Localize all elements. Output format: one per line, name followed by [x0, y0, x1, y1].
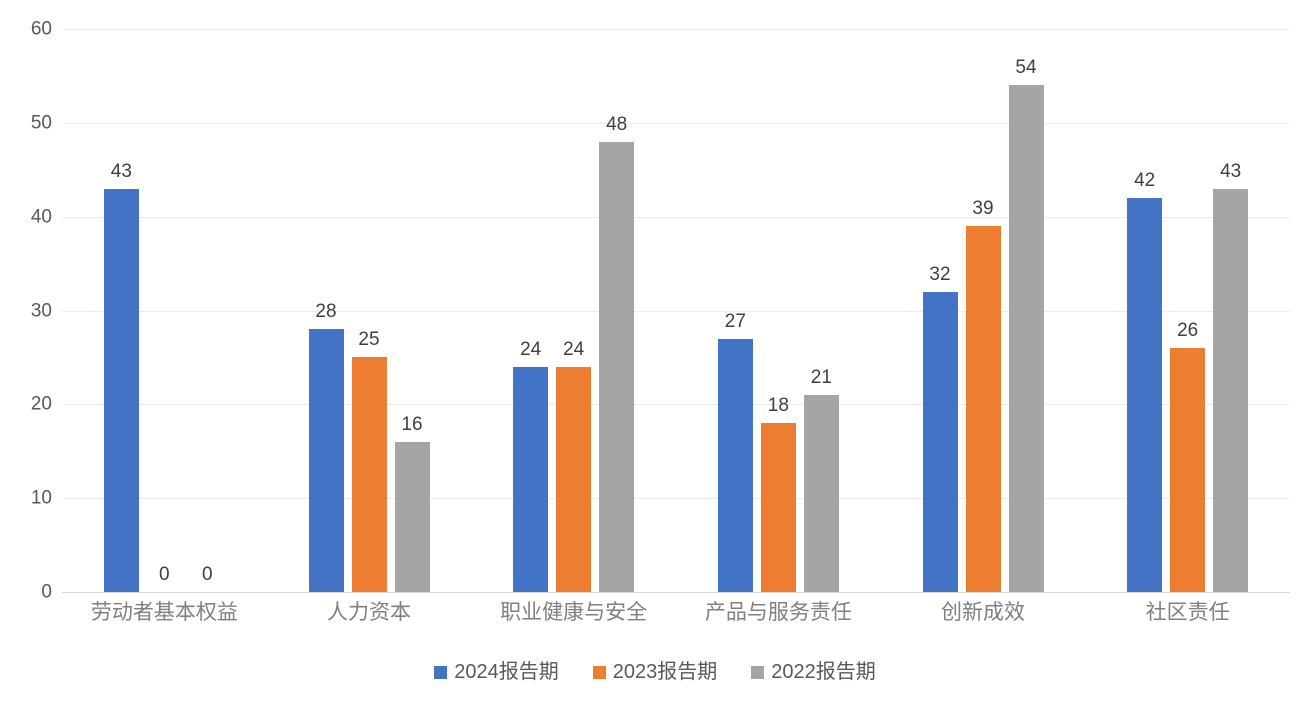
bar-slot[interactable]: 32: [922, 29, 958, 592]
y-axis-tick-60: 60: [30, 18, 52, 40]
gridline-0: [62, 592, 1290, 593]
bar-slot[interactable]: 24: [513, 29, 549, 592]
bar[interactable]: [717, 338, 753, 592]
bar-value-label: 43: [110, 160, 132, 182]
bar-slot[interactable]: 54: [1008, 29, 1044, 592]
bar-group: 24 24 48: [513, 29, 635, 592]
bar[interactable]: [394, 441, 430, 592]
bar-value-label: 24: [520, 338, 542, 360]
gridline-30: [62, 310, 1290, 312]
bar-value-label: 21: [810, 366, 832, 388]
legend-item[interactable]: 2024报告期: [434, 662, 559, 682]
bar-value-label: 42: [1134, 169, 1156, 191]
bar-value-label: 32: [929, 263, 951, 285]
x-axis-label: 人力资本: [326, 601, 411, 624]
legend-swatch-icon: [592, 665, 606, 679]
bar-value-label: 0: [159, 564, 170, 585]
bar-slot[interactable]: 28: [308, 29, 344, 592]
bar-value-label: 16: [401, 413, 423, 435]
bar[interactable]: [599, 141, 635, 592]
bar-value-label: 28: [315, 301, 337, 323]
bar[interactable]: [1127, 197, 1163, 592]
bar-group: 27 18 21: [717, 29, 839, 592]
bar-slot[interactable]: 16: [394, 29, 430, 592]
y-axis-tick-50: 50: [30, 112, 52, 134]
legend-label: 2024报告期: [454, 661, 559, 683]
bar[interactable]: [1008, 85, 1044, 592]
bar[interactable]: [513, 366, 549, 592]
bar-value-label: 26: [1177, 320, 1199, 342]
bar-slot[interactable]: 18: [760, 29, 796, 592]
legend-swatch-icon: [434, 665, 448, 679]
bar-slot[interactable]: 24: [556, 29, 592, 592]
bar-slot[interactable]: 43: [103, 29, 139, 592]
bar-value-label: 54: [1015, 57, 1037, 79]
bar[interactable]: [1170, 348, 1206, 592]
bar[interactable]: [103, 188, 139, 592]
legend-label: 2022报告期: [771, 661, 876, 683]
y-axis-tick-0: 0: [41, 581, 52, 603]
bar[interactable]: [556, 366, 592, 592]
gridline-40: [62, 216, 1290, 218]
y-axis-tick-40: 40: [30, 206, 52, 228]
bar[interactable]: [351, 357, 387, 592]
bar[interactable]: [1213, 188, 1249, 592]
bar-slot[interactable]: 25: [351, 29, 387, 592]
bar-value-label: 25: [358, 329, 380, 351]
plot-area: 43 0 0 28 25 16 24 24 48 27 18 21 32 39 54 42 26 43: [62, 29, 1290, 593]
gridline-10: [62, 498, 1290, 500]
gridline-20: [62, 404, 1290, 406]
bar-slot[interactable]: 0: [190, 29, 225, 592]
bar-value-label: 48: [606, 113, 628, 135]
bar-slot[interactable]: 0: [147, 29, 182, 592]
bar-slot[interactable]: 27: [717, 29, 753, 592]
bar-slot[interactable]: 39: [965, 29, 1001, 592]
bar-value-label: 39: [972, 198, 994, 220]
bar-value-label: 0: [202, 564, 213, 585]
bar[interactable]: [760, 423, 796, 592]
legend-item[interactable]: 2022报告期: [751, 662, 876, 682]
bar-slot[interactable]: 48: [599, 29, 635, 592]
bar[interactable]: [922, 291, 958, 592]
bar-slot[interactable]: 26: [1170, 29, 1206, 592]
bar[interactable]: [965, 226, 1001, 592]
y-axis-tick-30: 30: [30, 300, 52, 321]
bar-slot[interactable]: 42: [1127, 29, 1163, 592]
bar-group: 32 39 54: [922, 29, 1044, 592]
legend-label: 2023报告期: [612, 661, 718, 683]
legend-swatch-icon: [751, 665, 765, 679]
legend-item[interactable]: 2023报告期: [592, 661, 718, 683]
gridline-50: [62, 122, 1290, 124]
bar-value-label: 18: [767, 395, 789, 417]
x-axis-label: 社区责任: [1145, 601, 1230, 624]
chart-legend: 2024报告期 2023报告期 2022报告期: [0, 662, 1310, 682]
x-axis-label: 职业健康与安全: [500, 601, 648, 624]
y-axis-tick-20: 20: [30, 393, 52, 415]
bar-value-label: 27: [724, 310, 746, 332]
bar[interactable]: [308, 329, 344, 592]
bar-group: 28 25 16: [308, 29, 430, 592]
bar-value-label: 24: [563, 338, 585, 360]
y-axis-tick-10: 10: [30, 487, 52, 509]
x-axis-label: 劳动者基本权益: [90, 601, 238, 624]
gridline-60: [62, 29, 1290, 30]
bar[interactable]: [803, 394, 839, 592]
x-axis-label: 创新成效: [940, 601, 1025, 624]
bar-group: 42 26 43: [1127, 29, 1249, 592]
bar-slot[interactable]: 21: [803, 29, 839, 592]
bar-slot[interactable]: 43: [1213, 29, 1249, 592]
x-axis-label: 产品与服务责任: [704, 601, 852, 624]
bar-group: 43 0 0: [103, 29, 225, 592]
bar-value-label: 43: [1220, 160, 1242, 182]
